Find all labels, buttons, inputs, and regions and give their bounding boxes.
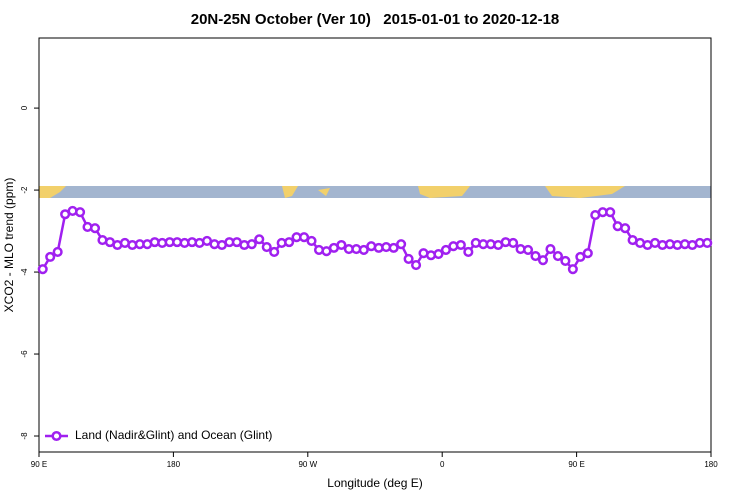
data-point bbox=[552, 251, 563, 262]
data-point bbox=[246, 239, 257, 250]
data-point bbox=[575, 251, 586, 262]
x-tick-label: 180 bbox=[704, 460, 718, 469]
data-point bbox=[455, 239, 466, 251]
data-point bbox=[582, 248, 593, 259]
y-tick-label: -8 bbox=[20, 432, 29, 440]
data-point bbox=[89, 223, 101, 234]
y-tick-label: -2 bbox=[20, 186, 29, 194]
y-axis-label: XCO2 - MLO trend (ppm) bbox=[2, 178, 16, 313]
data-point bbox=[403, 253, 414, 264]
data-point bbox=[605, 207, 616, 218]
data-point bbox=[537, 255, 549, 266]
data-point bbox=[299, 232, 310, 243]
legend-marker bbox=[51, 430, 62, 442]
y-tick-label: -4 bbox=[20, 268, 29, 276]
data-point bbox=[702, 237, 713, 249]
y-tick-label: -6 bbox=[20, 350, 29, 358]
map-land bbox=[282, 186, 298, 198]
data-point bbox=[411, 260, 422, 271]
data-point bbox=[508, 237, 519, 249]
legend-label: Land (Nadir&Glint) and Ocean (Glint) bbox=[75, 428, 272, 442]
data-point bbox=[284, 237, 295, 248]
map-land bbox=[39, 186, 66, 198]
data-point bbox=[37, 264, 48, 275]
x-tick-label: 90 E bbox=[568, 460, 584, 469]
map-land bbox=[318, 188, 330, 196]
data-point bbox=[620, 223, 631, 234]
data-point bbox=[52, 246, 63, 258]
data-point bbox=[75, 207, 86, 218]
x-tick-label: 0 bbox=[440, 460, 445, 469]
data-point bbox=[523, 244, 534, 255]
y-tick-label: 0 bbox=[20, 105, 29, 110]
data-point bbox=[545, 244, 556, 255]
data-point bbox=[254, 234, 265, 245]
data-point bbox=[45, 251, 56, 262]
x-tick-label: 180 bbox=[167, 460, 181, 469]
data-point bbox=[306, 235, 317, 246]
map-strip bbox=[39, 186, 711, 198]
data-point bbox=[530, 251, 541, 262]
data-point bbox=[396, 239, 407, 250]
data-point bbox=[261, 241, 272, 253]
data-point bbox=[567, 264, 578, 275]
data-point bbox=[269, 246, 280, 258]
x-tick-label: 90 W bbox=[298, 460, 317, 469]
map-ocean bbox=[39, 186, 711, 198]
data-point bbox=[336, 239, 347, 251]
map-land bbox=[418, 186, 470, 198]
x-axis-label: Longitude (deg E) bbox=[327, 476, 422, 490]
data-point bbox=[388, 242, 399, 253]
data-point bbox=[463, 246, 474, 258]
data-point bbox=[560, 255, 571, 267]
map-land bbox=[545, 186, 625, 198]
data-point bbox=[433, 248, 444, 260]
x-tick-label: 90 E bbox=[31, 460, 47, 469]
chart-title: 20N-25N October (Ver 10) 2015-01-01 to 2… bbox=[191, 11, 560, 28]
data-point bbox=[440, 244, 451, 255]
data-point bbox=[358, 244, 369, 255]
